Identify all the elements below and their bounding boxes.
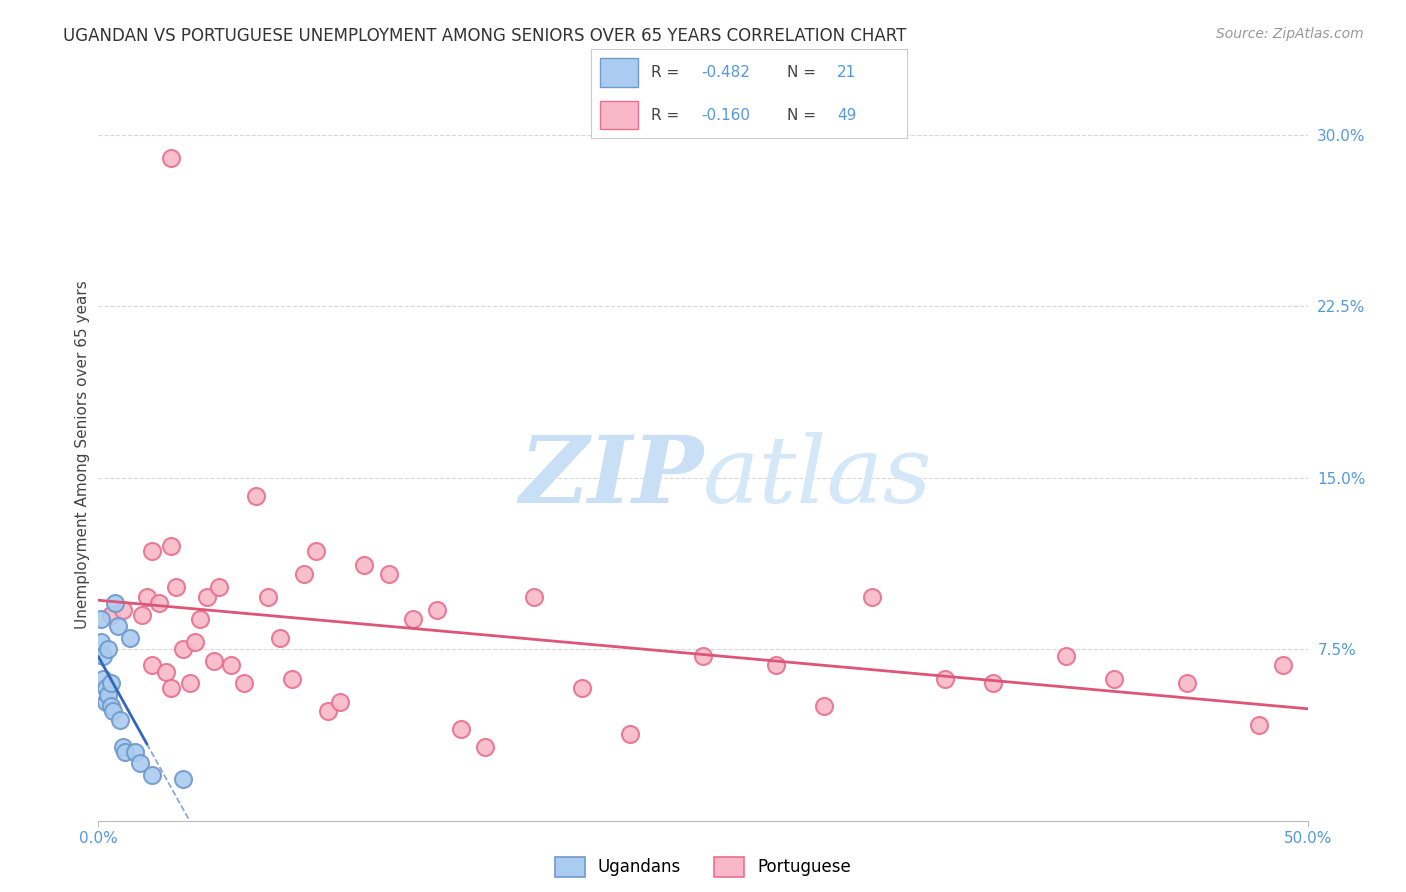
- Point: [128, 756, 150, 771]
- Point: [571, 681, 593, 695]
- Point: [94, 695, 117, 709]
- Text: -0.482: -0.482: [702, 65, 751, 79]
- Point: [108, 713, 131, 727]
- Point: [934, 672, 956, 686]
- Point: [426, 603, 449, 617]
- Text: Source: ZipAtlas.com: Source: ZipAtlas.com: [1216, 27, 1364, 41]
- Point: [204, 654, 226, 668]
- Point: [90, 613, 112, 627]
- Text: atlas: atlas: [703, 432, 932, 522]
- Point: [111, 740, 134, 755]
- Point: [160, 151, 183, 165]
- Point: [232, 676, 254, 690]
- Text: 21: 21: [838, 65, 856, 79]
- Point: [172, 642, 194, 657]
- Point: [353, 558, 375, 572]
- Text: UGANDAN VS PORTUGUESE UNEMPLOYMENT AMONG SENIORS OVER 65 YEARS CORRELATION CHART: UGANDAN VS PORTUGUESE UNEMPLOYMENT AMONG…: [63, 27, 907, 45]
- Point: [402, 613, 425, 627]
- Point: [813, 699, 835, 714]
- Text: N =: N =: [787, 65, 821, 79]
- Point: [101, 704, 124, 718]
- Point: [619, 727, 641, 741]
- Point: [1272, 658, 1295, 673]
- Point: [97, 688, 120, 702]
- Point: [377, 566, 399, 581]
- Legend: Ugandans, Portuguese: Ugandans, Portuguese: [546, 848, 860, 886]
- Point: [981, 676, 1004, 690]
- Point: [1249, 717, 1271, 731]
- Point: [91, 672, 114, 686]
- Point: [692, 649, 714, 664]
- Point: [141, 658, 163, 673]
- Point: [292, 566, 315, 581]
- Point: [165, 581, 187, 595]
- Point: [860, 590, 883, 604]
- Point: [94, 681, 117, 695]
- Point: [305, 544, 328, 558]
- Point: [208, 581, 231, 595]
- Point: [188, 613, 211, 627]
- Point: [450, 723, 472, 737]
- Point: [135, 590, 157, 604]
- Bar: [600, 101, 638, 129]
- Point: [131, 607, 153, 622]
- Point: [91, 649, 114, 664]
- Point: [114, 745, 136, 759]
- Point: [765, 658, 787, 673]
- Point: [474, 740, 496, 755]
- Point: [160, 539, 183, 553]
- Point: [141, 768, 163, 782]
- Point: [90, 635, 112, 649]
- Point: [155, 665, 177, 679]
- Point: [111, 603, 134, 617]
- Point: [141, 544, 163, 558]
- Point: [269, 631, 291, 645]
- Point: [124, 745, 146, 759]
- Point: [107, 619, 129, 633]
- Point: [100, 676, 122, 690]
- Point: [179, 676, 201, 690]
- Point: [316, 704, 339, 718]
- Point: [256, 590, 278, 604]
- Point: [97, 642, 120, 657]
- Point: [104, 597, 127, 611]
- Point: [118, 631, 141, 645]
- Point: [148, 597, 170, 611]
- Text: R =: R =: [651, 108, 683, 122]
- Point: [245, 489, 267, 503]
- Point: [1054, 649, 1077, 664]
- Text: 49: 49: [838, 108, 856, 122]
- Point: [221, 658, 243, 673]
- Point: [1175, 676, 1198, 690]
- Point: [172, 772, 194, 787]
- Point: [281, 672, 304, 686]
- Y-axis label: Unemployment Among Seniors over 65 years: Unemployment Among Seniors over 65 years: [75, 281, 90, 629]
- Bar: [600, 58, 638, 87]
- Text: N =: N =: [787, 108, 821, 122]
- Point: [160, 681, 183, 695]
- Point: [523, 590, 546, 604]
- Point: [1102, 672, 1125, 686]
- Text: -0.160: -0.160: [702, 108, 751, 122]
- Point: [329, 695, 352, 709]
- Point: [100, 607, 122, 622]
- Point: [195, 590, 218, 604]
- Point: [100, 699, 122, 714]
- Text: R =: R =: [651, 65, 683, 79]
- Point: [184, 635, 207, 649]
- Text: ZIP: ZIP: [519, 432, 703, 522]
